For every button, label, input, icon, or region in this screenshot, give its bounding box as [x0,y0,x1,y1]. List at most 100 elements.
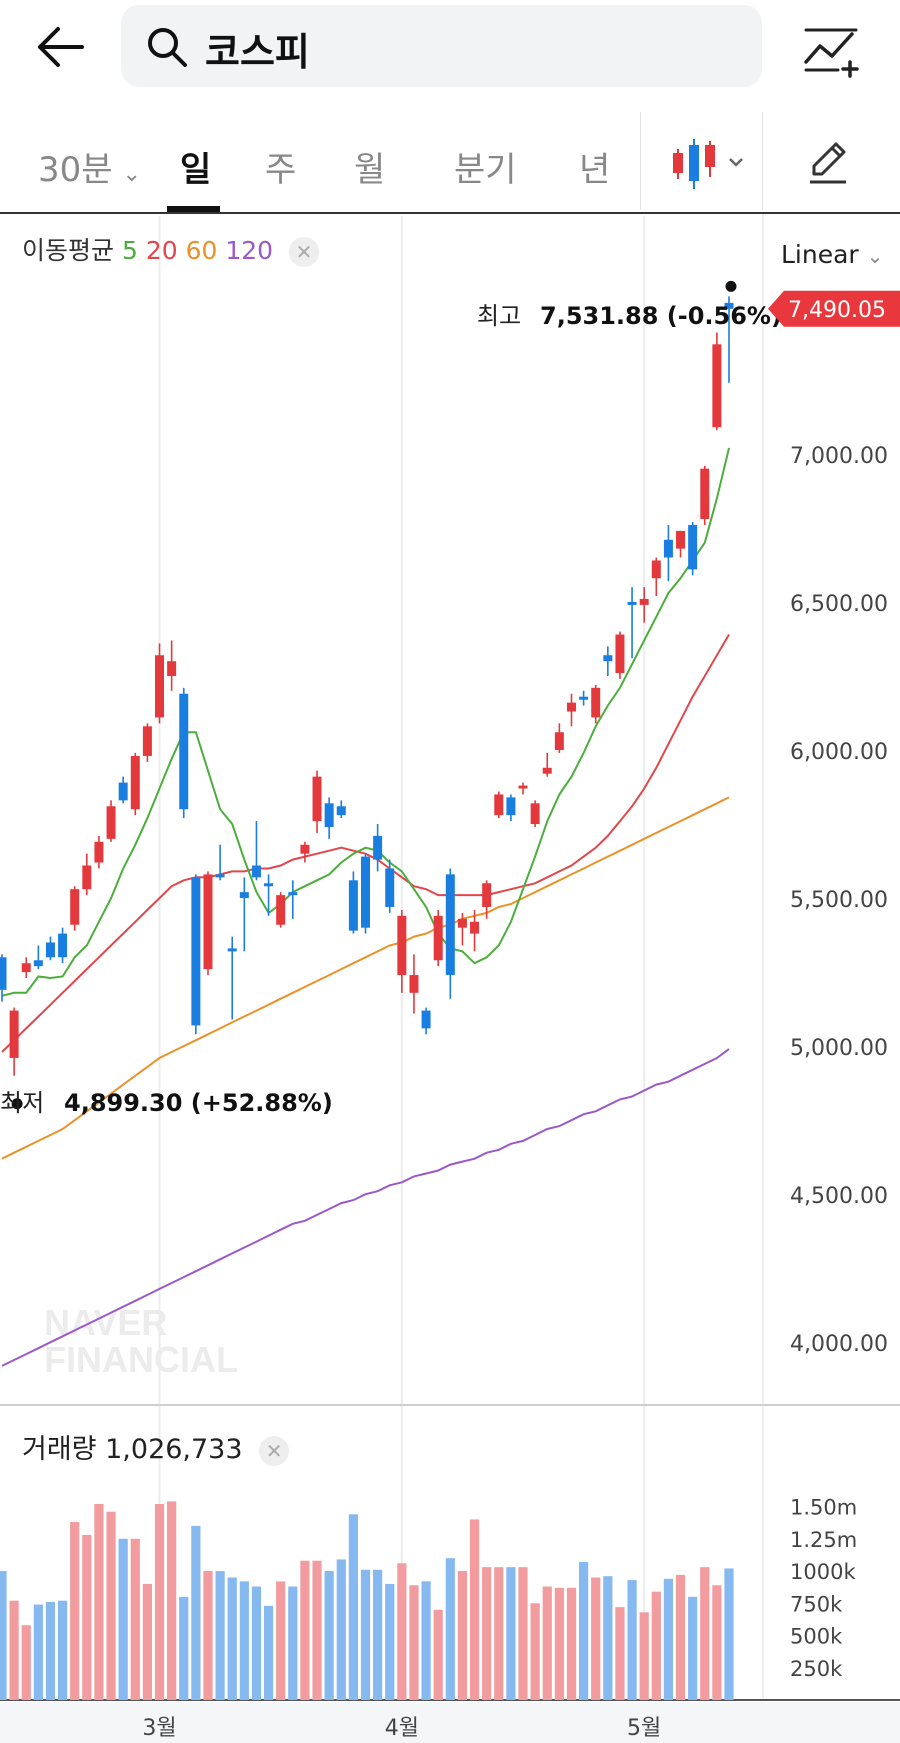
volume-bar [603,1576,613,1700]
volume-tick-label: 1.25m [790,1528,857,1552]
candle-body [482,883,492,907]
candle-body [155,655,165,718]
volume-bar [336,1559,346,1700]
candle-body [45,942,55,958]
candle-body [336,806,346,816]
divider [762,112,763,210]
volume-tick-label: 750k [790,1592,843,1616]
ma-legend: 이동평균 5 20 60 120 ✕ [22,231,320,267]
candlestick-icon[interactable] [670,137,750,192]
add-indicator-icon[interactable] [800,22,864,78]
volume-bar [385,1583,395,1700]
y-tick-label: 6,000.00 [790,740,888,765]
volume-bar [360,1569,371,1700]
low-marker [11,1098,23,1110]
candle-body [179,693,189,810]
volume-bar [530,1603,540,1700]
candle-body [651,560,661,579]
volume-bar [639,1612,649,1700]
volume-bar [494,1567,504,1700]
candle-body [373,835,383,860]
volume-bar [566,1587,577,1700]
volume-bar [239,1581,249,1700]
search-query: 코스피 [205,30,310,74]
volume-bar [675,1574,686,1700]
volume-bar [45,1601,56,1700]
high-value: 7,531.88 (-0.56%) [540,302,782,330]
volume-bar [203,1571,213,1700]
volume-bar [518,1567,528,1700]
candle-body [276,895,286,925]
volume-tick-label: 250k [790,1657,843,1681]
volume-bar [409,1585,419,1700]
ma-period-5: 5 [121,236,138,265]
volume-tick-label: 1000k [790,1560,856,1584]
tab-week[interactable]: 주 [265,150,297,190]
high-marker [725,280,737,292]
volume-bar [397,1563,407,1700]
volume-bar [324,1571,334,1700]
volume-bar [33,1604,43,1700]
volume-bar [70,1522,80,1700]
volume-legend: 거래량 1,026,733 ✕ [22,1427,290,1466]
volume-bar [627,1580,637,1700]
candle-body [94,841,104,863]
volume-bar [179,1596,189,1700]
scale-selector[interactable]: Linear ⌄ [781,240,884,269]
tab-year[interactable]: 년 [579,150,611,190]
candle-body [494,794,504,816]
volume-bar [651,1591,661,1700]
close-icon[interactable]: ✕ [259,1435,290,1466]
price-chart[interactable]: NAVERFINANCIAL7,000.006,500.006,000.005,… [0,214,900,1743]
tab-quarter[interactable]: 분기 [454,150,517,190]
volume-bar [591,1577,601,1700]
moving-average-ma60 [1,796,730,1160]
ma-legend-label: 이동평균 [22,236,115,265]
candle-body [312,776,322,822]
tab-day[interactable]: 일 [180,150,212,190]
candle-body [603,655,613,662]
candle-body [9,1010,19,1058]
candle-body [361,856,370,928]
chevron-down-icon: ⌄ [122,162,141,187]
candle-body [579,696,589,700]
top-bar: 코스피 [0,0,900,112]
high-label: 최고 [477,302,521,330]
tab-30min[interactable]: 30분 ⌄ [38,150,141,190]
ma-period-20: 20 [137,236,178,265]
ma-period-60: 60 [177,236,218,265]
tab-month[interactable]: 월 [354,150,386,190]
candle-body [264,883,274,887]
candle-body [21,963,31,973]
ma-period-120: 120 [217,236,274,265]
candle-body [288,892,298,896]
close-icon[interactable]: ✕ [289,237,320,267]
arrow-left-icon[interactable] [30,22,90,72]
volume-legend-value: 1,026,733 [105,1434,243,1465]
candle-body [118,782,128,801]
current-price-label: 7,490.05 [788,298,886,323]
y-tick-label: 5,000.00 [790,1036,888,1061]
volume-bar [0,1571,7,1700]
volume-bar [130,1538,140,1700]
candle-body [191,877,201,1026]
candle-body [385,868,395,907]
volume-bar [142,1583,152,1700]
candle-body [324,803,334,827]
volume-bar [57,1600,68,1700]
candle-body [712,344,722,428]
x-tick-label: 4월 [385,1716,419,1741]
pencil-icon[interactable] [808,140,848,184]
volume-bar [227,1577,237,1700]
volume-bar [312,1560,322,1700]
volume-bar [688,1596,698,1700]
search-box[interactable]: 코스피 [121,5,762,87]
candle-body [130,755,140,810]
y-tick-label: 5,500.00 [790,888,888,913]
candle-body [227,948,237,952]
volume-bar [373,1569,383,1700]
volume-bar [154,1503,165,1700]
volume-tick-label: 1.50m [790,1496,857,1520]
candle-body [542,767,552,774]
y-tick-label: 6,500.00 [790,592,888,617]
